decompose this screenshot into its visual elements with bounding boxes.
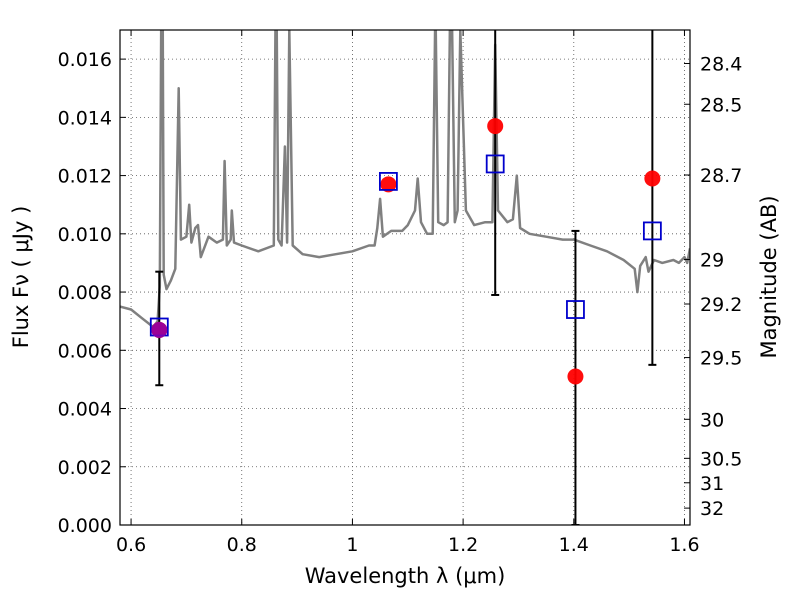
y-tick-label: 0.006: [58, 340, 112, 362]
y2-axis: 28.4 28.5 28.7 29 29.2 29.5 30 30.5 31 32: [684, 53, 742, 520]
y2-tick-label: 32: [700, 498, 724, 520]
y-tick-label: 0.010: [58, 224, 112, 246]
blue-square-marker: [642, 221, 662, 241]
x-tick-label: 1.2: [448, 534, 478, 556]
y-axis: 0.000 0.002 0.004 0.006 0.008 0.010 0.012 0.014…: [58, 49, 126, 537]
x-axis-label: Wavelength λ (μm): [305, 564, 506, 588]
y-tick-label: 0.012: [58, 166, 112, 188]
y2-tick-label: 30.5: [700, 448, 742, 470]
x-tick-label: 1: [346, 534, 358, 556]
y-tick-label: 0.014: [58, 107, 112, 129]
y2-tick-label: 29.2: [700, 294, 742, 316]
y-axis-label: Flux Fν ( μJy ): [9, 206, 33, 349]
x-tick-label: 1.6: [669, 534, 699, 556]
red-circle-marker: [644, 170, 661, 187]
x-tick-label: 1.4: [559, 534, 589, 556]
y2-tick-label: 28.7: [700, 165, 742, 187]
spectrum-line: [120, 30, 690, 329]
y2-tick-label: 31: [700, 473, 724, 495]
y2-tick-label: 29.5: [700, 348, 742, 370]
y-tick-label: 0.000: [58, 515, 112, 537]
y2-tick-label: 28.5: [700, 94, 742, 116]
spectrum-layer: [120, 30, 690, 329]
x-tick-label: 0.6: [116, 534, 146, 556]
red-circle-marker: [487, 118, 504, 135]
x-axis: 0.6 0.8 1 1.2 1.4 1.6: [116, 30, 700, 556]
y-tick-label: 0.002: [58, 457, 112, 479]
y2-axis-label: Magnitude (AB): [757, 195, 781, 358]
plot-area: [120, 30, 690, 525]
markers-layer: [149, 118, 662, 385]
y-tick-label: 0.008: [58, 282, 112, 304]
plot-frame: [119, 29, 691, 526]
red-circle-marker: [567, 368, 584, 385]
blue-square-marker: [566, 300, 585, 319]
overlap-marker: [151, 321, 168, 338]
blue-square-marker: [485, 154, 505, 174]
y-tick-label: 0.016: [58, 49, 112, 71]
y-tick-label: 0.004: [58, 399, 112, 421]
y2-tick-label: 28.4: [700, 53, 742, 75]
red-circle-marker: [380, 176, 397, 193]
y2-tick-label: 29: [700, 249, 724, 271]
blue-square-marker: [378, 172, 398, 191]
y2-tick-label: 30: [700, 409, 724, 431]
x-tick-label: 0.8: [227, 534, 257, 556]
